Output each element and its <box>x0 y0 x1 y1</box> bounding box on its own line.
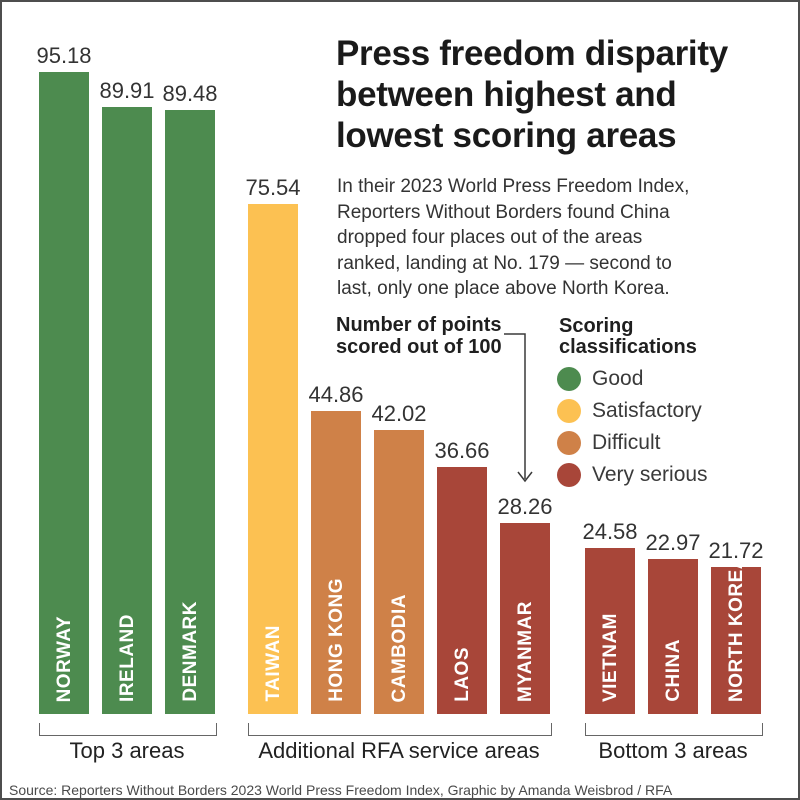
intro-line: last, only one place above North Korea. <box>337 278 670 299</box>
legend-item-satisfactory: Satisfactory <box>557 399 708 423</box>
title-line: lowest scoring areas <box>336 116 677 155</box>
intro-line: ranked, landing at No. 179 — second to <box>337 252 672 274</box>
bar-country-label-text: LAOS <box>451 647 473 702</box>
bar-north-korea: NORTH KOREA <box>711 555 761 714</box>
legend-title-line: classifications <box>559 336 697 358</box>
bar-value-label: 89.91 <box>99 78 155 103</box>
bar-norway: NORWAY <box>39 72 89 714</box>
legend-item-good: Good <box>557 367 708 391</box>
bar-value-label: 95.18 <box>36 43 92 68</box>
axis-note-line: scored out of 100 <box>336 335 502 358</box>
legend-title: Scoring classifications <box>559 316 708 358</box>
group-bracket-bottom-3-areas <box>585 723 763 736</box>
bar-myanmar: MYANMAR <box>500 523 550 714</box>
bar-denmark: DENMARK <box>165 110 215 714</box>
bar-country-label-text: DENMARK <box>179 601 201 702</box>
bar-country-label: TAIWAN <box>248 625 298 702</box>
bar-value-label: 21.72 <box>708 538 764 563</box>
bar-country-label: VIETNAM <box>585 613 635 702</box>
bar-country-label-text: NORTH KOREA <box>725 555 747 702</box>
bar-country-label: NORTH KOREA <box>711 555 761 702</box>
group-label-additional-rfa-service-areas: Additional RFA service areas <box>258 738 540 763</box>
legend-item-very-serious: Very serious <box>557 463 708 487</box>
bar-country-label: NORWAY <box>39 616 89 702</box>
bar-laos: LAOS <box>437 467 487 714</box>
legend: Scoring classifications Good Satisfactory… <box>557 316 708 495</box>
bar-country-label-text: NORWAY <box>53 615 75 702</box>
bar-vietnam: VIETNAM <box>585 548 635 714</box>
bar-value-label: 36.66 <box>434 438 490 463</box>
bar-country-label: LAOS <box>437 647 487 702</box>
title-line: Press freedom disparity <box>336 34 728 73</box>
legend-label: Very serious <box>592 463 708 486</box>
bar-country-label-text: VIETNAM <box>599 613 621 702</box>
legend-swatch-good <box>557 367 581 391</box>
bar-value-label: 75.54 <box>245 175 301 200</box>
bar-taiwan: TAIWAN <box>248 204 298 714</box>
bar-value-label: 89.48 <box>162 81 218 106</box>
legend-item-difficult: Difficult <box>557 431 708 455</box>
bar-value-label: 24.58 <box>582 519 638 544</box>
bar-hong-kong: HONG KONG <box>311 411 361 714</box>
bar-country-label-text: HONG KONG <box>325 578 347 702</box>
page-title: Press freedom disparity between highest … <box>336 33 794 156</box>
bar-ireland: IRELAND <box>102 107 152 714</box>
bar-country-label: CHINA <box>648 639 698 702</box>
group-bracket-additional-rfa-service-areas <box>248 723 552 736</box>
bar-country-label: DENMARK <box>165 601 215 702</box>
group-label-bottom-3-areas: Bottom 3 areas <box>598 738 748 763</box>
bar-country-label: HONG KONG <box>311 578 361 702</box>
bar-cambodia: CAMBODIA <box>374 430 424 714</box>
legend-swatch-very-serious <box>557 463 581 487</box>
legend-label: Satisfactory <box>592 399 702 422</box>
legend-title-line: Scoring <box>559 315 634 337</box>
intro-paragraph: In their 2023 World Press Freedom Index,… <box>337 174 777 302</box>
legend-label: Difficult <box>592 431 661 454</box>
intro-line: Reporters Without Borders found China <box>337 201 670 223</box>
intro-line: dropped four places out of the areas <box>337 227 643 248</box>
bar-country-label-text: CHINA <box>662 639 684 702</box>
bar-country-label: MYANMAR <box>500 601 550 702</box>
title-line: between highest and <box>336 75 677 114</box>
bar-country-label: IRELAND <box>102 614 152 702</box>
bar-china: CHINA <box>648 559 698 714</box>
bar-country-label-text: IRELAND <box>116 614 138 702</box>
axis-note-line: Number of points <box>336 314 502 336</box>
bar-value-label: 22.97 <box>645 530 701 555</box>
bar-country-label-text: TAIWAN <box>262 625 284 702</box>
intro-line: In their 2023 World Press Freedom Index, <box>337 176 690 197</box>
legend-label: Good <box>592 367 644 390</box>
bar-country-label: CAMBODIA <box>374 594 424 703</box>
bar-value-label: 44.86 <box>308 382 364 407</box>
group-bracket-top-3-areas <box>39 723 217 736</box>
source-credit: Source: Reporters Without Borders 2023 W… <box>9 782 673 798</box>
bar-value-label: 42.02 <box>371 401 427 426</box>
group-label-top-3-areas: Top 3 areas <box>69 738 185 763</box>
bar-value-label: 28.26 <box>497 494 553 519</box>
down-arrow-icon <box>504 333 533 483</box>
bar-country-label-text: MYANMAR <box>514 601 536 702</box>
bar-country-label-text: CAMBODIA <box>388 593 410 703</box>
legend-swatch-difficult <box>557 431 581 455</box>
axis-note: Number of points scored out of 100 <box>336 314 502 358</box>
legend-swatch-satisfactory <box>557 399 581 423</box>
legend-items: Good Satisfactory Difficult Very serious <box>557 367 708 487</box>
